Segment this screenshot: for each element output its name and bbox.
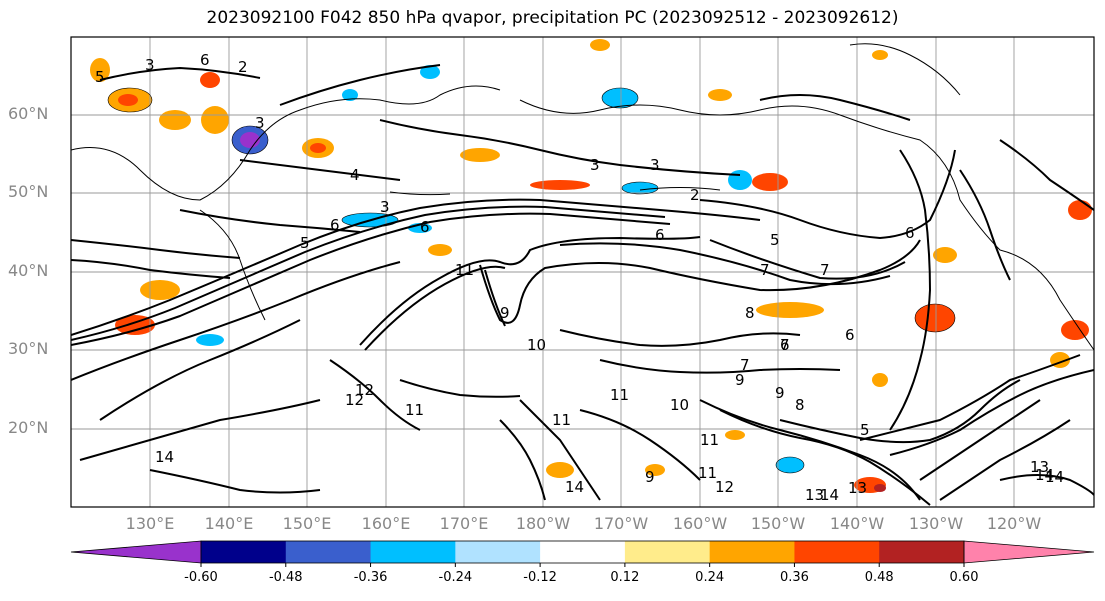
contour-label: 14 xyxy=(155,448,174,466)
contour-label: 9 xyxy=(500,304,510,322)
contour-label: 3 xyxy=(590,156,600,174)
contour-label: 11 xyxy=(700,431,719,449)
coastlines xyxy=(71,43,1094,351)
lat-label-50n: 50°N xyxy=(8,182,49,201)
colorbar-tick-label: -0.60 xyxy=(184,570,218,585)
contour-label: 11 xyxy=(405,401,424,419)
contour-label: 4 xyxy=(350,166,360,184)
contour-label: 9 xyxy=(645,468,655,486)
contour-label: 12 xyxy=(345,391,364,409)
lat-label-40n: 40°N xyxy=(8,261,49,280)
lon-label-150w: 150°W xyxy=(750,514,806,533)
contour-label: 13 xyxy=(848,479,867,497)
colorbar-tick-label: 0.60 xyxy=(949,570,979,585)
contour-label: 6 xyxy=(905,224,915,242)
contour-label: 2 xyxy=(690,186,700,204)
lon-label-170w: 170°W xyxy=(593,514,649,533)
lat-label-60n: 60°N xyxy=(8,104,49,123)
contour-label: 7 xyxy=(760,261,770,279)
precip-outlines xyxy=(107,87,956,474)
contour-label: 5 xyxy=(95,68,105,86)
contour-label: 7 xyxy=(780,336,790,354)
contour-label: 11 xyxy=(455,261,474,279)
contour-label: 10 xyxy=(670,396,689,414)
contour-label: 11 xyxy=(610,386,629,404)
contour-label: 14 xyxy=(820,486,839,504)
contour-label: 6 xyxy=(200,51,210,69)
contour-label: 3 xyxy=(650,156,660,174)
precip-shading xyxy=(90,39,1092,493)
lon-label-180w: 180°W xyxy=(515,514,571,533)
contour-label: 12 xyxy=(355,381,374,399)
lat-label-30n: 30°N xyxy=(8,339,49,358)
contour-label: 9 xyxy=(775,384,785,402)
contour-label: 5 xyxy=(770,231,780,249)
colorbar-tick-label: 0.48 xyxy=(864,570,894,585)
lon-label-140w: 140°W xyxy=(829,514,885,533)
contour-label: 7 xyxy=(820,261,830,279)
lon-label-140e: 140°E xyxy=(204,514,254,533)
contour-label: 10 xyxy=(527,336,546,354)
contour-label: 11 xyxy=(552,411,571,429)
colorbar-tick-label: 0.36 xyxy=(779,570,809,585)
contour-label: 3 xyxy=(255,114,265,132)
contour-label: 6 xyxy=(780,336,790,354)
contour-label: 5 xyxy=(860,421,870,439)
contour-label: 14 xyxy=(565,478,584,496)
colorbar-tick-label: 0.24 xyxy=(695,570,725,585)
contour-label: 12 xyxy=(715,478,734,496)
contour-label: 2 xyxy=(238,58,248,76)
colorbar-tick-label: -0.24 xyxy=(438,570,473,585)
map-title: 2023092100 F042 850 hPa qvapor, precipit… xyxy=(206,8,899,28)
graticule xyxy=(71,37,1094,507)
contour-label: 3 xyxy=(145,56,155,74)
contour-label: 6 xyxy=(655,226,665,244)
contour-label: 8 xyxy=(745,304,755,322)
colorbar-tick-label: -0.12 xyxy=(523,570,557,585)
contour-label: 14 xyxy=(1045,468,1064,486)
map-frame xyxy=(70,36,1095,508)
contour-label: 6 xyxy=(845,326,855,344)
contour-label: 13 xyxy=(1030,458,1049,476)
contour-label: 8 xyxy=(795,396,805,414)
contour-label: 5 xyxy=(300,234,310,252)
contour-label: 3 xyxy=(380,198,390,216)
colorbar-tick-label: -0.36 xyxy=(353,570,388,585)
lon-label-130e: 130°E xyxy=(125,514,175,533)
colorbar-tick-label: -0.48 xyxy=(268,570,303,585)
contour-label: 14 xyxy=(1035,466,1054,484)
contour-label: 13 xyxy=(805,486,824,504)
contour-label: 9 xyxy=(735,371,745,389)
lat-label-20n: 20°N xyxy=(8,418,49,437)
lon-label-170e: 170°E xyxy=(439,514,489,533)
qvapor-contours xyxy=(71,64,1094,506)
lon-label-130w: 130°W xyxy=(908,514,964,533)
colorbar-tick-label: 0.12 xyxy=(610,570,640,585)
contour-label: 6 xyxy=(420,218,430,236)
contour-label: 11 xyxy=(698,464,717,482)
lon-label-150e: 150°E xyxy=(282,514,332,533)
contour-label: 7 xyxy=(740,356,750,374)
lon-label-120w: 120°W xyxy=(986,514,1042,533)
lon-label-160e: 160°E xyxy=(361,514,411,533)
lon-label-160w: 160°W xyxy=(672,514,728,533)
contour-label: 6 xyxy=(330,216,340,234)
